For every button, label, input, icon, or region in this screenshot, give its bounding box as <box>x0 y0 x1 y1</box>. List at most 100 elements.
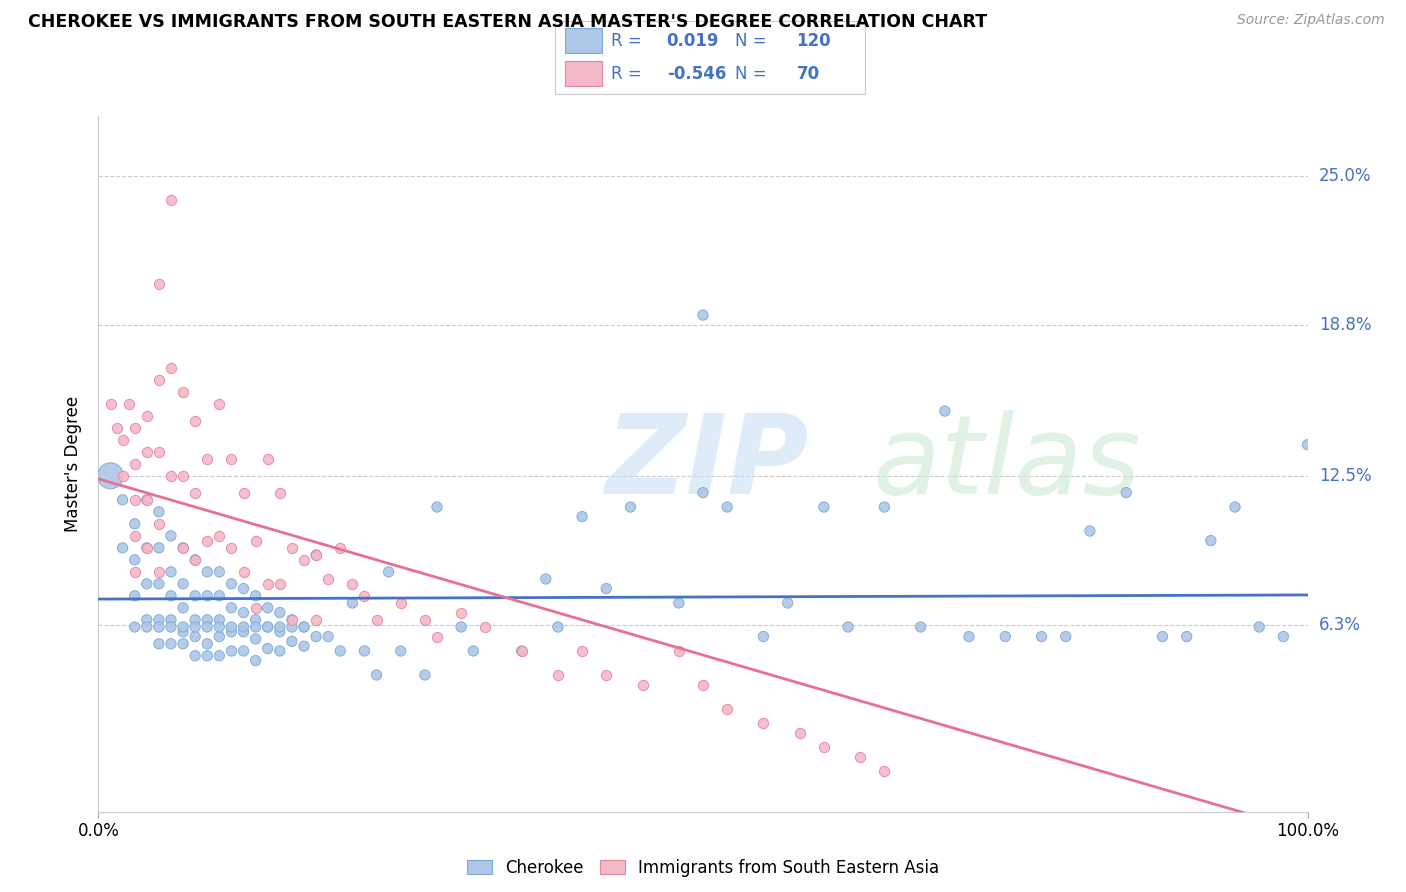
Point <box>124 529 146 543</box>
Point <box>232 606 254 620</box>
Point <box>184 620 207 634</box>
Point <box>184 485 207 500</box>
Point <box>474 620 496 634</box>
Point <box>160 620 183 634</box>
Point <box>232 644 254 658</box>
Point <box>148 637 170 651</box>
Text: 120: 120 <box>797 31 831 50</box>
Point <box>957 630 980 644</box>
Point <box>148 445 170 459</box>
Point <box>281 541 304 555</box>
Point <box>172 541 194 555</box>
Point <box>305 613 328 627</box>
FancyBboxPatch shape <box>565 28 602 54</box>
Point <box>160 613 183 627</box>
Point <box>105 421 128 435</box>
Point <box>221 452 243 467</box>
Point <box>232 624 254 639</box>
Point <box>221 620 243 634</box>
Point <box>256 620 278 634</box>
Point <box>571 644 593 658</box>
Point <box>1054 630 1077 644</box>
Point <box>366 613 388 627</box>
Point <box>184 553 207 567</box>
Point <box>208 397 231 411</box>
Point <box>305 548 328 562</box>
Point <box>281 613 304 627</box>
Point <box>256 452 278 467</box>
Point <box>534 572 557 586</box>
Point <box>245 632 267 646</box>
Point <box>631 677 654 691</box>
Point <box>837 620 859 634</box>
Point <box>232 565 254 579</box>
Point <box>208 648 231 663</box>
Point <box>281 613 304 627</box>
Point <box>389 644 412 658</box>
Point <box>111 492 134 507</box>
Point <box>221 644 243 658</box>
Point <box>547 668 569 682</box>
Point <box>208 613 231 627</box>
Point <box>232 485 254 500</box>
Point <box>329 541 352 555</box>
Point <box>269 644 291 658</box>
Point <box>281 634 304 648</box>
Point <box>184 613 207 627</box>
Point <box>292 620 315 634</box>
Point <box>135 445 157 459</box>
Point <box>148 565 170 579</box>
Legend: Cherokee, Immigrants from South Eastern Asia: Cherokee, Immigrants from South Eastern … <box>460 852 946 883</box>
Point <box>256 600 278 615</box>
Point <box>208 620 231 634</box>
Point <box>692 485 714 500</box>
Y-axis label: Master's Degree: Master's Degree <box>65 396 83 532</box>
Point <box>245 589 267 603</box>
Point <box>195 452 218 467</box>
Point <box>135 492 157 507</box>
Text: ZIP: ZIP <box>606 410 810 517</box>
Point <box>256 620 278 634</box>
Point <box>463 644 485 658</box>
Point <box>813 739 835 754</box>
Point <box>692 308 714 322</box>
Point <box>118 397 141 411</box>
Point <box>329 644 352 658</box>
Point <box>752 715 775 730</box>
Point <box>668 644 690 658</box>
Point <box>172 637 194 651</box>
Point <box>595 582 617 596</box>
Point <box>873 764 896 778</box>
Point <box>426 500 449 514</box>
Point <box>269 576 291 591</box>
FancyBboxPatch shape <box>565 61 602 87</box>
Point <box>195 648 218 663</box>
Point <box>160 193 183 207</box>
Point <box>195 565 218 579</box>
Point <box>172 600 194 615</box>
Point <box>1223 500 1246 514</box>
Point <box>281 620 304 634</box>
Point <box>160 360 183 375</box>
Point <box>221 600 243 615</box>
Point <box>716 500 738 514</box>
Text: 0.019: 0.019 <box>666 31 720 50</box>
Point <box>195 613 218 627</box>
Point <box>111 541 134 555</box>
Point <box>148 277 170 291</box>
Point <box>269 624 291 639</box>
Point <box>450 620 472 634</box>
Point <box>148 613 170 627</box>
Point <box>245 600 267 615</box>
Point <box>269 620 291 634</box>
Point <box>595 668 617 682</box>
Point <box>135 620 157 634</box>
Point <box>135 492 157 507</box>
Point <box>245 533 267 548</box>
Point <box>111 433 134 447</box>
Point <box>208 589 231 603</box>
Point <box>1152 630 1174 644</box>
Point <box>124 421 146 435</box>
Point <box>221 576 243 591</box>
Point <box>510 644 533 658</box>
